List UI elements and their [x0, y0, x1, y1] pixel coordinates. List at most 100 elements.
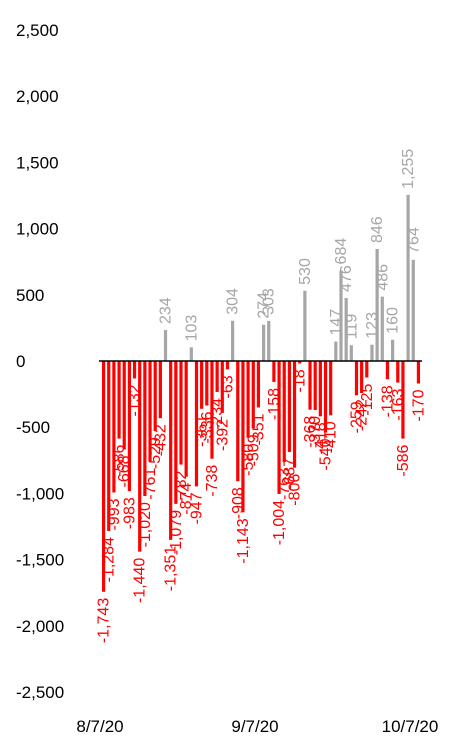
bar-data-label: 486	[374, 264, 391, 291]
bar-data-label: -392	[214, 419, 231, 451]
bar-negative	[236, 361, 240, 482]
x-tick-label: 10/7/20	[382, 717, 439, 736]
bar-negative	[313, 361, 317, 410]
bar-negative	[354, 361, 359, 396]
bar-data-label: -1,284	[101, 537, 118, 582]
bar-data-label: -1,020	[137, 502, 154, 547]
bar-data-label: -529	[147, 437, 164, 469]
bar-positive	[391, 339, 395, 361]
bar-negative	[122, 361, 126, 450]
y-tick-label: -1,500	[16, 551, 64, 570]
y-tick-label: 1,500	[16, 153, 59, 172]
bar-data-label: -806	[287, 474, 304, 506]
bar-data-label: 476	[338, 265, 355, 292]
bar-data-label: -983	[121, 497, 138, 529]
bar-positive	[163, 330, 168, 361]
bar-data-label: -874	[178, 483, 195, 515]
bar-data-label: -361	[194, 415, 211, 447]
bar-negative	[298, 361, 302, 364]
bar-data-label: -138	[379, 385, 396, 417]
bar-data-label: -509	[245, 434, 262, 466]
bar-data-label: -432	[152, 424, 169, 456]
bar-data-label: -540	[318, 438, 335, 470]
bar-data-label: -687	[281, 458, 298, 490]
bar-negative	[277, 361, 281, 494]
bar-negative	[179, 361, 183, 465]
bar-negative	[225, 361, 230, 370]
bar-negative	[329, 361, 333, 416]
bar-negative	[117, 361, 121, 439]
bar-data-label: -368	[302, 416, 319, 448]
y-tick-label: -2,000	[16, 617, 64, 636]
bar-series	[101, 194, 421, 592]
bar-data-label: -410	[323, 421, 340, 453]
bar-negative	[416, 361, 421, 384]
bar-negative	[323, 361, 328, 433]
bar-positive	[349, 345, 353, 361]
bar-negative	[148, 361, 152, 462]
x-tick-label: 8/7/20	[76, 717, 123, 736]
bar-negative	[200, 361, 204, 409]
bar-negative	[158, 361, 162, 419]
bar-negative	[220, 361, 224, 413]
bar-negative	[205, 361, 209, 406]
bar-positive	[375, 248, 379, 361]
bar-data-label: 274	[256, 292, 273, 319]
bar-negative	[153, 361, 157, 432]
bar-negative	[292, 361, 297, 468]
y-tick-label: -500	[16, 418, 50, 437]
bar-negative	[282, 361, 286, 463]
bar-data-label: -125	[359, 383, 376, 415]
bar-data-label: -668	[116, 455, 133, 487]
bar-data-label: -234	[209, 398, 226, 430]
bar-positive	[380, 296, 384, 361]
bar-negative	[210, 361, 214, 459]
y-tick-label: -1,000	[16, 484, 64, 503]
bar-data-label: -1,351	[163, 546, 180, 591]
bar-data-label: -259	[348, 401, 365, 433]
bar-positive	[411, 259, 415, 361]
y-tick-label: 2,500	[16, 21, 59, 40]
bar-data-label: -738	[204, 465, 221, 497]
bar-data-label: -351	[250, 413, 267, 445]
y-tick-label: 500	[16, 286, 44, 305]
bar-data-label: -370	[307, 416, 324, 448]
bar-data-label: -580	[240, 444, 257, 476]
bar-negative	[365, 361, 369, 378]
bar-positive	[344, 297, 348, 361]
y-tick-label: -2,500	[16, 683, 64, 702]
bar-data-label: -170	[410, 389, 427, 421]
bar-positive	[303, 290, 307, 361]
x-axis-tick-labels: 8/7/20 9/7/20 10/7/20	[76, 717, 438, 736]
bar-negative	[101, 361, 106, 592]
bar-negative	[143, 361, 147, 497]
bar-data-label: -782	[173, 470, 190, 502]
bar-negative	[184, 361, 188, 477]
y-tick-label: 0	[16, 352, 25, 371]
bar-data-label: 147	[328, 309, 345, 336]
bar-data-label: -132	[127, 384, 144, 416]
bar-positive	[189, 347, 193, 361]
bar-data-label: -63	[219, 375, 236, 398]
bar-negative	[396, 361, 400, 383]
bar-data-label: -908	[230, 487, 247, 519]
bar-data-label: 303	[261, 288, 278, 315]
y-axis-tick-labels: 2,500 2,000 1,500 1,000 500 0 -500 -1,000 -1,500…	[16, 21, 64, 702]
bar-data-label: 1,255	[400, 149, 417, 189]
bar-negative	[241, 361, 245, 513]
bar-data-label: -1,004	[271, 500, 288, 545]
bar-data-label: 123	[364, 312, 381, 339]
bar-positive	[339, 270, 343, 361]
bar-data-label: -761	[142, 468, 159, 500]
bar-negative	[360, 361, 364, 394]
bar-data-label: -158	[266, 388, 283, 420]
bar-data-label: 684	[333, 238, 350, 265]
bar-negative	[174, 361, 178, 504]
bar-positive	[231, 320, 235, 361]
bar-negative	[308, 361, 312, 410]
bar-data-label: 234	[158, 297, 175, 324]
bar-negative	[318, 361, 322, 417]
bar-negative	[246, 361, 250, 438]
